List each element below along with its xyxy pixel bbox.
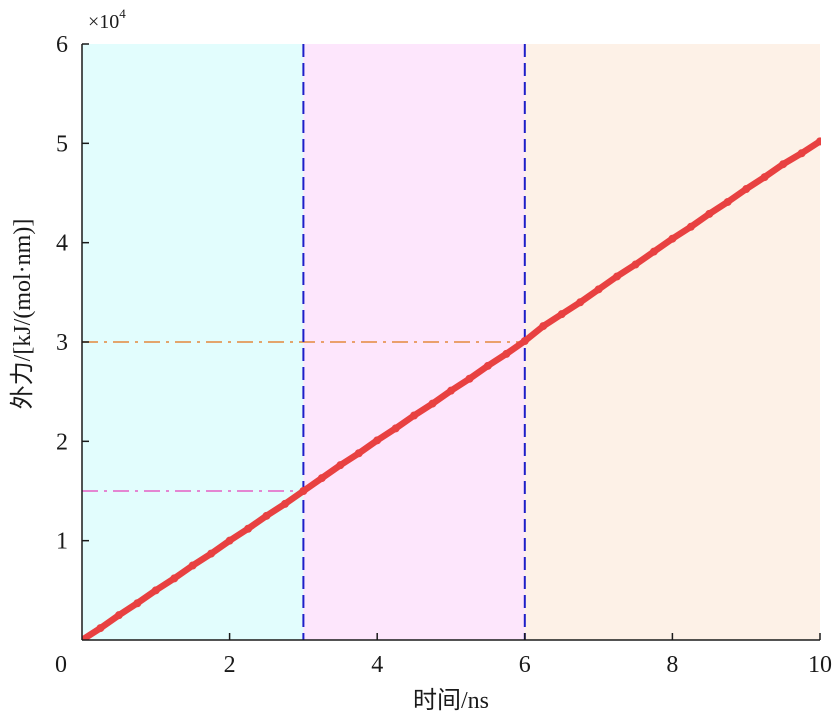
data-point xyxy=(336,461,345,470)
data-point xyxy=(262,511,271,520)
data-point xyxy=(649,247,658,256)
data-point xyxy=(594,285,603,294)
data-point xyxy=(317,474,326,483)
data-point xyxy=(280,499,289,508)
data-point xyxy=(373,436,382,445)
data-point xyxy=(539,322,548,331)
data-point xyxy=(613,272,622,281)
y-axis-multiplier: ×104 xyxy=(88,6,126,33)
data-point xyxy=(82,636,86,640)
data-point xyxy=(520,337,529,346)
y-tick-label: 4 xyxy=(56,231,68,257)
data-point xyxy=(410,411,419,420)
y-tick-label: 3 xyxy=(56,330,68,356)
x-tick-label: 0 xyxy=(55,652,67,678)
data-point xyxy=(207,549,216,558)
shaded-regions xyxy=(82,44,820,640)
y-axis-multiplier-base: ×10 xyxy=(88,11,119,33)
data-point xyxy=(96,624,105,633)
data-point xyxy=(299,487,308,495)
data-point xyxy=(447,386,455,395)
data-point xyxy=(465,374,474,383)
data-point xyxy=(686,222,695,231)
data-point xyxy=(170,574,179,583)
data-point xyxy=(114,611,123,620)
data-point xyxy=(816,137,821,146)
data-series xyxy=(82,137,821,640)
y-axis-multiplier-exponent: 4 xyxy=(119,6,126,21)
data-point xyxy=(244,524,253,533)
x-tick-label: 10 xyxy=(808,652,832,678)
data-point xyxy=(779,160,788,169)
ticks xyxy=(82,43,821,640)
data-point xyxy=(668,234,677,243)
data-point xyxy=(631,260,640,269)
x-tick-label: 4 xyxy=(371,652,383,678)
data-point xyxy=(557,310,566,319)
data-point xyxy=(483,361,492,370)
data-point xyxy=(133,599,142,608)
x-tick-label: 6 xyxy=(519,652,531,678)
data-point xyxy=(576,298,585,307)
data-point xyxy=(705,209,714,218)
data-point xyxy=(354,449,363,458)
x-tick-label: 8 xyxy=(666,652,678,678)
data-point xyxy=(797,149,806,158)
y-tick-label: 2 xyxy=(56,429,68,455)
y-axis-label: 外力/[kJ/(mol·nm)] xyxy=(9,219,36,410)
shaded-region-3 xyxy=(524,44,820,640)
data-point xyxy=(188,561,197,570)
data-point xyxy=(391,424,400,433)
data-point xyxy=(742,185,751,194)
y-tick-label: 5 xyxy=(56,131,68,157)
y-tick-label: 6 xyxy=(56,32,68,58)
x-tick-label: 2 xyxy=(224,652,236,678)
data-point xyxy=(723,197,732,206)
x-axis-label: 时间/ns xyxy=(413,687,489,714)
data-point xyxy=(428,399,437,408)
data-point xyxy=(502,349,511,358)
data-point xyxy=(760,173,769,182)
data-point xyxy=(151,586,160,595)
y-tick-label: 1 xyxy=(56,529,68,555)
data-point xyxy=(225,536,234,545)
